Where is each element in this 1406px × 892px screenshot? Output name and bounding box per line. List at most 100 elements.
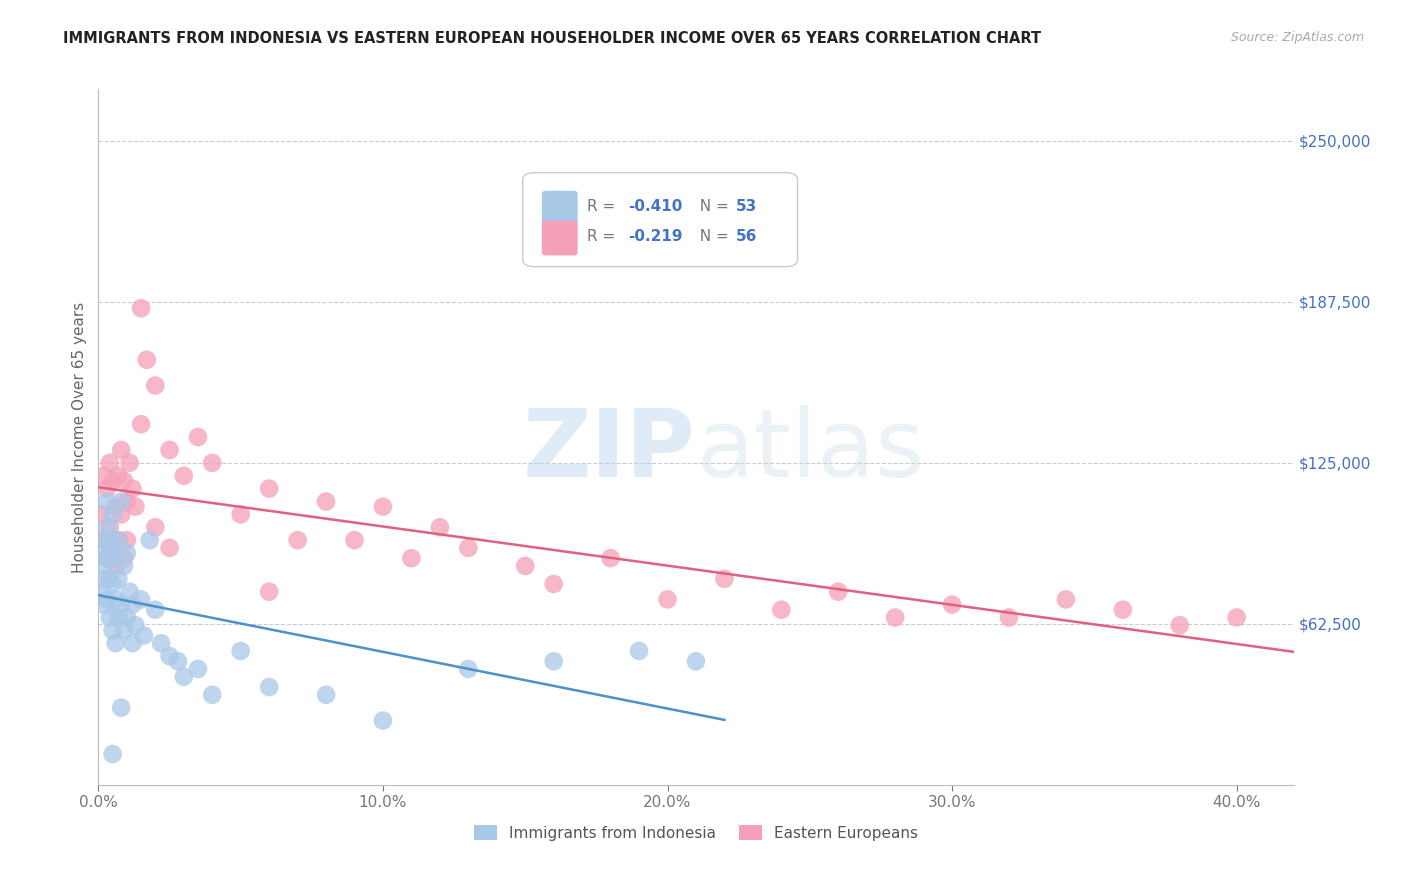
Point	[187, 662, 209, 676]
Point	[101, 747, 124, 761]
Point	[135, 352, 157, 367]
Point	[101, 474, 124, 488]
Point	[112, 624, 135, 638]
Point	[104, 558, 127, 573]
Point	[287, 533, 309, 548]
Point	[107, 533, 129, 548]
Point	[129, 417, 152, 432]
Point	[343, 533, 366, 548]
Point	[138, 533, 160, 548]
Point	[112, 558, 135, 573]
Point	[257, 680, 280, 694]
Point	[713, 572, 735, 586]
Point	[229, 644, 252, 658]
Point	[93, 533, 115, 548]
Point	[121, 482, 143, 496]
Point	[96, 551, 118, 566]
Legend: Immigrants from Indonesia, Eastern Europeans: Immigrants from Indonesia, Eastern Europ…	[468, 819, 924, 847]
Point	[107, 468, 129, 483]
Point	[543, 654, 565, 668]
Point	[96, 592, 118, 607]
Point	[98, 610, 121, 624]
Point	[110, 494, 132, 508]
Point	[101, 546, 124, 560]
Point	[159, 649, 181, 664]
Point	[257, 584, 280, 599]
Point	[93, 572, 115, 586]
Point	[132, 628, 155, 642]
Text: R =: R =	[588, 199, 620, 213]
Point	[104, 500, 127, 514]
Text: IMMIGRANTS FROM INDONESIA VS EASTERN EUROPEAN HOUSEHOLDER INCOME OVER 65 YEARS C: IMMIGRANTS FROM INDONESIA VS EASTERN EUR…	[63, 31, 1042, 46]
Point	[93, 533, 115, 548]
Point	[201, 688, 224, 702]
Point	[90, 584, 112, 599]
Point	[599, 551, 621, 566]
Point	[93, 468, 115, 483]
Point	[118, 456, 141, 470]
Point	[124, 500, 146, 514]
Point	[96, 494, 118, 508]
Point	[115, 546, 138, 560]
Point	[107, 533, 129, 548]
Point	[90, 508, 112, 522]
Point	[98, 572, 121, 586]
Point	[115, 494, 138, 508]
Point	[96, 520, 118, 534]
Point	[129, 301, 152, 316]
Point	[1054, 592, 1077, 607]
Point	[129, 592, 152, 607]
Point	[96, 482, 118, 496]
Point	[121, 598, 143, 612]
Point	[159, 442, 181, 457]
Point	[98, 456, 121, 470]
Point	[401, 551, 423, 566]
Text: R =: R =	[588, 228, 620, 244]
Point	[657, 592, 679, 607]
Point	[143, 520, 166, 534]
Point	[1112, 603, 1135, 617]
Point	[143, 378, 166, 392]
Point	[685, 654, 707, 668]
Point	[118, 584, 141, 599]
Text: atlas: atlas	[696, 405, 924, 497]
Text: N =: N =	[690, 228, 734, 244]
Point	[457, 541, 479, 555]
Point	[941, 598, 963, 612]
Point	[96, 551, 118, 566]
Point	[201, 456, 224, 470]
Point	[124, 618, 146, 632]
Point	[884, 610, 907, 624]
Text: 53: 53	[735, 199, 756, 213]
Point	[93, 598, 115, 612]
Point	[104, 636, 127, 650]
Point	[98, 520, 121, 534]
Text: -0.219: -0.219	[628, 228, 682, 244]
Point	[371, 500, 394, 514]
Point	[1226, 610, 1249, 624]
FancyBboxPatch shape	[523, 173, 797, 267]
Point	[229, 508, 252, 522]
Text: ZIP: ZIP	[523, 405, 696, 497]
Point	[457, 662, 479, 676]
FancyBboxPatch shape	[541, 220, 578, 255]
Point	[101, 577, 124, 591]
FancyBboxPatch shape	[541, 191, 578, 226]
Point	[371, 714, 394, 728]
Point	[104, 592, 127, 607]
Point	[159, 541, 181, 555]
Point	[429, 520, 451, 534]
Point	[315, 494, 337, 508]
Point	[1168, 618, 1191, 632]
Point	[257, 482, 280, 496]
Point	[104, 551, 127, 566]
Point	[115, 610, 138, 624]
Text: -0.410: -0.410	[628, 199, 682, 213]
Point	[112, 474, 135, 488]
Point	[121, 636, 143, 650]
Point	[167, 654, 190, 668]
Point	[110, 508, 132, 522]
Point	[101, 546, 124, 560]
Point	[827, 584, 849, 599]
Point	[107, 572, 129, 586]
